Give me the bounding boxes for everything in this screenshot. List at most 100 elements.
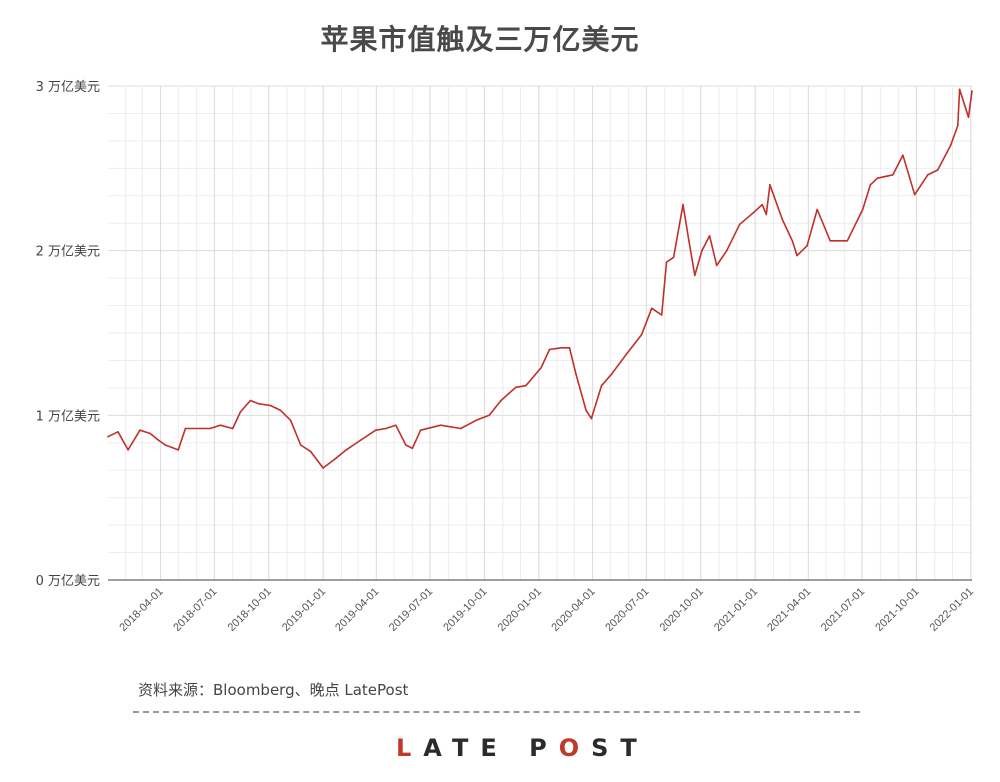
data-point [384,427,387,430]
data-point [936,169,939,171]
data-point [257,403,260,405]
data-point [725,249,728,252]
data-point [958,88,961,91]
data-point [791,239,794,242]
data-point [488,414,490,417]
data-point [738,223,741,226]
data-point [475,419,477,422]
data-point [660,314,663,316]
x-tick-label: 2021-10-01 [873,586,921,634]
data-point [769,184,771,186]
data-point [678,223,681,226]
data-point [322,467,324,469]
data-point [861,208,864,211]
data-point [231,427,234,430]
data-point [902,154,904,156]
y-tick-label: 1 万亿美元 [36,409,100,424]
data-point [395,424,397,427]
data-point [107,435,109,438]
data-point [374,429,377,431]
data-point [869,184,872,186]
data-point [548,348,551,351]
x-tick-label: 2020-07-01 [603,586,651,634]
data-point [672,256,675,259]
data-point [460,427,462,430]
data-point [164,444,167,446]
data-point [209,427,212,430]
data-point [781,218,784,221]
data-point [829,239,831,242]
data-point [590,417,593,420]
data-point [752,211,755,214]
data-point [665,261,668,263]
data-point [500,399,502,402]
x-tick-label: 2020-04-01 [549,586,597,634]
data-point [650,307,653,310]
data-point [279,409,282,412]
dashed-divider [133,711,860,713]
x-tick-label: 2019-01-01 [280,586,328,634]
data-point [913,193,916,196]
x-tick-label: 2021-07-01 [819,586,867,634]
data-point [157,439,160,441]
data-point [117,431,119,433]
data-point [625,353,628,356]
data-point [701,249,703,252]
x-tick-label: 2020-01-01 [496,586,544,634]
x-tick-label: 2021-01-01 [712,586,760,634]
data-point [199,427,201,430]
data-point [419,429,422,431]
data-point [335,457,337,459]
data-point [514,386,517,389]
data-point [957,124,959,127]
data-point [949,144,952,147]
y-tick-label: 2 万亿美元 [36,245,100,260]
chart-title: 苹果市值触及三万亿美元 [320,23,640,56]
data-point [610,373,613,375]
data-point [309,450,312,453]
data-point [761,203,764,206]
data-point [575,373,577,375]
source-note: 资料来源：Bloomberg、晚点 LatePost [138,681,409,699]
data-point [439,424,442,427]
data-point [177,449,180,451]
data-point [219,424,222,427]
data-point [184,427,187,430]
x-tick-label: 2021-04-01 [765,586,813,634]
data-point [967,116,970,119]
data-point [289,419,292,422]
data-point [876,177,879,180]
x-tick-label: 2018-07-01 [171,586,219,634]
x-tick-label: 2019-07-01 [387,586,435,634]
x-tick-label: 2018-04-01 [117,586,165,634]
data-point [708,235,711,237]
data-point [127,449,129,451]
data-point [525,384,527,387]
data-point [540,366,542,369]
data-point [360,439,362,441]
data-point [585,409,587,412]
y-tick-label: 3 万亿美元 [36,80,100,95]
data-point [269,404,272,407]
x-tick-label: 2018-10-01 [226,586,274,634]
data-point [249,399,252,402]
y-axis: 0 万亿美元 1 万亿美元 2 万亿美元 3 万亿美元 [36,80,100,589]
data-point [765,213,768,216]
x-tick-label: 2019-04-01 [333,586,381,634]
data-point [299,444,302,446]
data-point [640,333,643,336]
market-cap-line [107,88,973,469]
data-point [560,347,563,349]
data-point [796,254,798,257]
grid [108,85,972,581]
data-point [139,429,141,431]
data-point [688,239,690,242]
data-point [411,447,414,450]
data-point [806,244,808,247]
data-point [715,264,718,267]
x-tick-label: 2022-01-01 [928,586,976,634]
data-point [926,174,929,176]
latepost-logo: LATE POST [396,734,649,762]
data-point [682,203,684,206]
x-tick-label: 2020-10-01 [658,586,706,634]
